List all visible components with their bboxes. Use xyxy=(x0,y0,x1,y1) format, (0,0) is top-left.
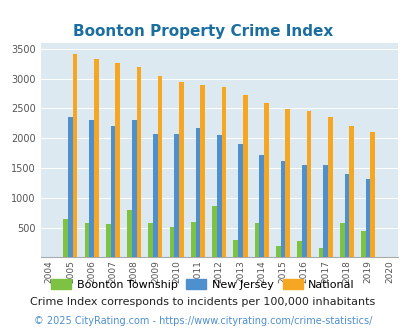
Bar xyxy=(238,144,242,257)
Bar xyxy=(179,82,183,257)
Bar xyxy=(327,117,332,257)
Bar xyxy=(200,84,205,257)
Text: © 2025 CityRating.com - https://www.cityrating.com/crime-statistics/: © 2025 CityRating.com - https://www.city… xyxy=(34,316,371,326)
Bar xyxy=(360,231,365,257)
Bar xyxy=(318,248,322,257)
Bar xyxy=(195,128,200,257)
Bar xyxy=(63,219,68,257)
Bar xyxy=(106,224,110,257)
Bar xyxy=(365,179,369,257)
Bar xyxy=(348,126,353,257)
Bar xyxy=(285,109,289,257)
Bar xyxy=(264,103,268,257)
Text: Crime Index corresponds to incidents per 100,000 inhabitants: Crime Index corresponds to incidents per… xyxy=(30,297,375,307)
Bar xyxy=(169,227,174,257)
Bar xyxy=(339,223,344,257)
Bar xyxy=(72,53,77,257)
Bar xyxy=(110,126,115,257)
Bar xyxy=(132,120,136,257)
Bar xyxy=(127,210,132,257)
Bar xyxy=(280,161,285,257)
Bar xyxy=(115,63,119,257)
Bar xyxy=(153,134,158,257)
Bar xyxy=(148,223,153,257)
Bar xyxy=(254,223,259,257)
Bar xyxy=(233,240,238,257)
Bar xyxy=(221,87,226,257)
Bar xyxy=(68,117,72,257)
Bar xyxy=(136,67,141,257)
Bar xyxy=(212,206,216,257)
Bar xyxy=(174,134,179,257)
Text: Boonton Property Crime Index: Boonton Property Crime Index xyxy=(72,24,333,39)
Bar xyxy=(322,165,327,257)
Bar xyxy=(84,223,89,257)
Bar xyxy=(242,95,247,257)
Bar xyxy=(158,76,162,257)
Bar xyxy=(306,111,311,257)
Bar xyxy=(301,165,306,257)
Bar xyxy=(216,135,221,257)
Bar xyxy=(259,155,264,257)
Bar xyxy=(369,132,374,257)
Bar xyxy=(296,241,301,257)
Bar xyxy=(190,222,195,257)
Bar xyxy=(344,174,348,257)
Bar xyxy=(94,59,98,257)
Bar xyxy=(275,247,280,257)
Legend: Boonton Township, New Jersey, National: Boonton Township, New Jersey, National xyxy=(47,275,358,294)
Bar xyxy=(89,120,94,257)
